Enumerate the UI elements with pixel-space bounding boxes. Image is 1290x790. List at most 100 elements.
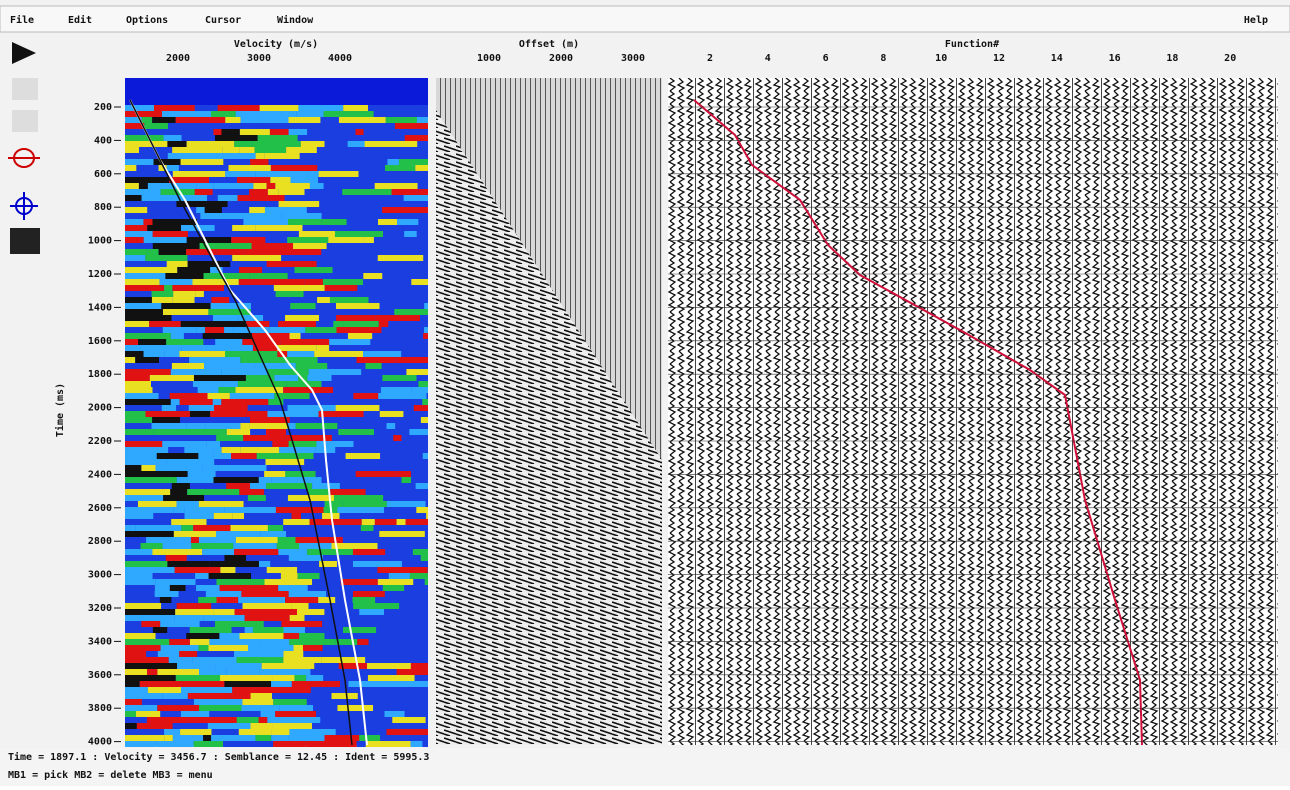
tool-button[interactable] (12, 110, 38, 132)
semblance-cell (207, 519, 236, 525)
semblance-cell (423, 255, 428, 261)
semblance-cell (422, 741, 428, 747)
status-line: MB1 = pick MB2 = delete MB3 = menu (8, 769, 213, 781)
semblance-cell (250, 429, 266, 435)
semblance-cell (153, 513, 184, 519)
menu-item[interactable]: File (10, 14, 34, 26)
semblance-cell (195, 573, 209, 579)
semblance-cell (376, 369, 406, 375)
semblance-cell (267, 261, 317, 267)
semblance-cell (406, 519, 428, 525)
semblance-cell (136, 711, 160, 717)
semblance-cell (274, 453, 314, 459)
semblance-cell (363, 147, 404, 153)
semblance-cell (353, 345, 382, 351)
semblance-cell (302, 225, 328, 231)
semblance-cell (160, 597, 172, 603)
semblance-cell (305, 327, 336, 333)
semblance-cell (163, 543, 192, 549)
semblance-cell (348, 333, 372, 339)
semblance-cell (364, 237, 374, 243)
semblance-cell (172, 147, 223, 153)
semblance-cell (416, 483, 428, 489)
semblance-cell (125, 369, 171, 375)
semblance-cell (125, 225, 147, 231)
menu-help[interactable]: Help (1244, 15, 1268, 26)
semblance-cell (296, 363, 328, 369)
semblance-cell (419, 645, 428, 651)
semblance-cell (146, 537, 191, 543)
semblance-cell (125, 105, 133, 111)
semblance-cell (125, 219, 143, 225)
semblance-cell (125, 261, 167, 267)
semblance-cell (337, 705, 373, 711)
semblance-cell (414, 693, 428, 699)
tool-button[interactable] (12, 78, 38, 100)
semblance-cell (211, 735, 255, 741)
semblance-cell (268, 525, 283, 531)
semblance-cell (413, 129, 428, 135)
semblance-cell (169, 177, 209, 183)
x-tick-label: 8 (880, 53, 886, 64)
semblance-cell (224, 255, 233, 261)
semblance-cell (411, 279, 428, 285)
semblance-cell (125, 345, 141, 351)
semblance-cell (259, 717, 268, 723)
semblance-cell (164, 285, 172, 291)
semblance-cell (223, 159, 250, 165)
semblance-cell (187, 237, 232, 243)
semblance-cell (401, 477, 411, 483)
y-tick-label: 200 (94, 102, 112, 113)
semblance-cell (138, 501, 177, 507)
semblance-cell (293, 645, 303, 651)
semblance-cell (282, 213, 322, 219)
semblance-cell (187, 489, 239, 495)
semblance-cell (180, 699, 194, 705)
semblance-cell (384, 507, 416, 513)
semblance-cell (359, 735, 380, 741)
semblance-cell (309, 513, 322, 519)
menu-item[interactable]: Cursor (205, 15, 241, 26)
semblance-cell (406, 645, 419, 651)
semblance-cell (335, 231, 383, 237)
semblance-cell (335, 651, 353, 657)
semblance-cell (303, 645, 323, 651)
y-tick-label: 3600 (88, 670, 112, 681)
semblance-cell (196, 579, 217, 585)
semblance-cell (404, 195, 428, 201)
semblance-cell (340, 417, 393, 423)
menu-item[interactable]: Edit (68, 14, 92, 26)
semblance-cell (285, 195, 305, 201)
semblance-cell (363, 351, 401, 357)
semblance-cell (125, 237, 144, 243)
semblance-cell (140, 681, 182, 687)
semblance-cell (203, 339, 215, 345)
semblance-cell (332, 255, 348, 261)
semblance-cell (189, 405, 214, 411)
semblance-cell (337, 423, 386, 429)
semblance-cell (381, 387, 411, 393)
semblance-cell (125, 129, 174, 135)
semblance-cell (157, 453, 199, 459)
semblance-cell (324, 123, 360, 129)
semblance-cell (363, 279, 411, 285)
semblance-cell (153, 627, 167, 633)
semblance-cell (190, 483, 226, 489)
tool-button[interactable] (10, 228, 40, 254)
semblance-cell (125, 675, 176, 681)
semblance-cell (125, 495, 163, 501)
semblance-cell (125, 513, 153, 519)
semblance-cell (125, 153, 168, 159)
semblance-cell (423, 333, 428, 339)
semblance-cell (125, 429, 154, 435)
menu-item[interactable]: Window (277, 14, 314, 26)
semblance-cell (383, 495, 428, 501)
semblance-cell (179, 165, 229, 171)
semblance-cell (136, 165, 158, 171)
semblance-cell (161, 303, 210, 309)
semblance-cell (427, 363, 428, 369)
semblance-cell (410, 573, 428, 579)
semblance-cell (348, 681, 394, 687)
menu-item[interactable]: Options (126, 14, 168, 26)
